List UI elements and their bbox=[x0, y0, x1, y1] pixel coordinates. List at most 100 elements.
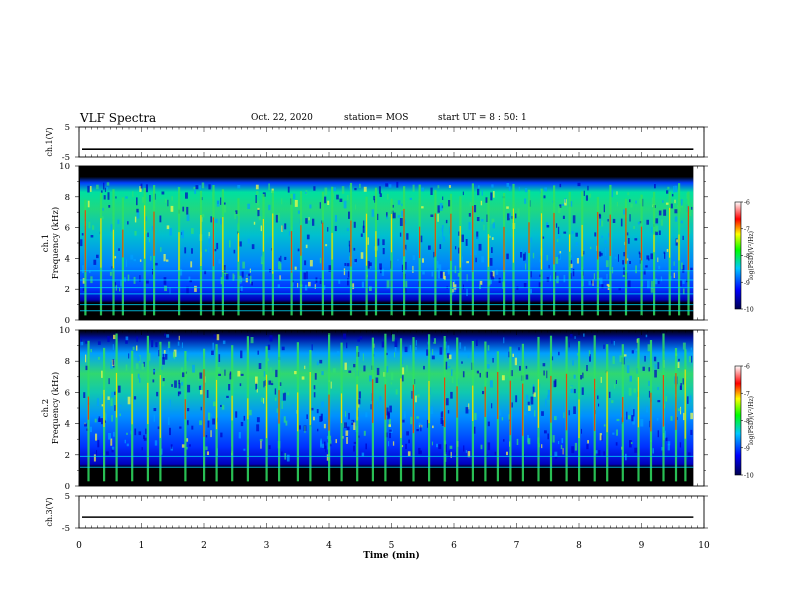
spectrogram-speckle bbox=[616, 429, 618, 436]
spectrogram-speckle bbox=[397, 258, 399, 262]
spectrogram-speckle bbox=[453, 287, 456, 293]
spectrogram-speckle bbox=[561, 203, 565, 206]
spectrogram-speckle bbox=[577, 182, 581, 187]
spectrogram-speckle bbox=[212, 418, 215, 425]
spectrogram-speckle bbox=[375, 377, 379, 383]
spectrogram-speckle bbox=[328, 265, 332, 272]
spectrogram-speckle bbox=[487, 442, 491, 451]
spectrogram-speckle bbox=[389, 405, 392, 413]
spectrogram-speckle bbox=[391, 372, 394, 380]
spectrogram-speckle bbox=[542, 236, 545, 239]
spectrogram-speckle bbox=[168, 341, 171, 349]
spectrogram-speckle bbox=[670, 203, 673, 209]
spectrogram-speckle bbox=[381, 268, 385, 276]
spectrogram-speckle bbox=[539, 188, 541, 194]
spectrogram-speckle bbox=[141, 447, 143, 451]
spectrogram-speckle bbox=[491, 218, 495, 224]
spectrogram-burst-core bbox=[222, 217, 224, 273]
spectrogram-speckle bbox=[256, 417, 260, 423]
spectrogram-speckle bbox=[546, 222, 549, 228]
spectrogram-speckle bbox=[575, 232, 578, 237]
spectrogram-speckle bbox=[404, 261, 407, 270]
spectrogram-speckle bbox=[572, 268, 575, 277]
spectrogram-speckle bbox=[635, 265, 637, 274]
spectrogram-speckle bbox=[412, 265, 414, 273]
x-tick-label: 3 bbox=[264, 541, 270, 551]
spectrogram-speckle bbox=[581, 428, 582, 434]
x-axis-label: Time (min) bbox=[363, 550, 420, 561]
spectrogram-speckle bbox=[490, 192, 493, 201]
colorbar-tick-label: -7 bbox=[744, 391, 750, 398]
spectrogram-speckle bbox=[394, 339, 398, 348]
spectrogram-speckle bbox=[467, 451, 471, 458]
spectrogram-burst-core bbox=[122, 229, 124, 258]
spectrogram-speckle bbox=[598, 251, 602, 257]
spectrogram-speckle bbox=[652, 448, 654, 454]
spectrogram-speckle bbox=[381, 341, 385, 348]
spectrogram-speckle bbox=[333, 187, 336, 191]
spectrogram-speckle bbox=[280, 255, 282, 262]
spectrogram-speckle bbox=[89, 186, 92, 192]
spectrogram-speckle bbox=[319, 257, 322, 264]
spectrogram-speckle bbox=[642, 366, 645, 371]
spectrogram-speckle bbox=[677, 408, 681, 412]
spectrogram-speckle bbox=[206, 390, 209, 398]
spectrogram-speckle bbox=[201, 182, 205, 189]
spectrogram-speckle bbox=[184, 247, 187, 254]
spectrogram-speckle bbox=[353, 247, 356, 251]
spectrogram-burst-core bbox=[678, 234, 680, 261]
spectrogram-speckle bbox=[136, 208, 139, 213]
spectrogram-burst-core bbox=[428, 380, 430, 424]
spectrogram-speckle bbox=[155, 342, 158, 348]
spectrogram-speckle bbox=[268, 183, 270, 191]
spectrogram-speckle bbox=[241, 271, 244, 278]
spectrogram-speckle bbox=[169, 399, 171, 407]
spectrogram-speckle bbox=[597, 450, 601, 456]
spectrogram-burst-core bbox=[328, 394, 330, 431]
spectrogram-speckle bbox=[370, 404, 372, 410]
spectrogram-speckle bbox=[630, 442, 633, 445]
spectrogram-speckle bbox=[639, 259, 641, 264]
spectrogram-speckle bbox=[257, 350, 259, 355]
spectrogram-speckle bbox=[476, 231, 479, 239]
spectrogram-speckle bbox=[314, 373, 317, 380]
spectrogram-speckle bbox=[501, 375, 505, 381]
spectrogram-speckle bbox=[680, 383, 682, 390]
spectrogram-speckle bbox=[240, 373, 244, 376]
spectrogram-speckle bbox=[433, 251, 436, 258]
spectrogram-speckle bbox=[688, 209, 692, 217]
spectrogram-speckle bbox=[633, 409, 635, 417]
spectrogram-speckle bbox=[353, 441, 357, 444]
spectrogram-speckle bbox=[635, 200, 637, 204]
spectrogram-speckle bbox=[491, 184, 494, 188]
spectrogram-speckle bbox=[193, 186, 196, 190]
spectrogram-speckle bbox=[528, 405, 531, 411]
spectrogram-speckle bbox=[211, 350, 214, 355]
spectrogram-speckle bbox=[171, 196, 173, 201]
spectrogram-speckle bbox=[523, 411, 527, 416]
spectrogram-speckle bbox=[283, 416, 286, 423]
spectrogram-speckle bbox=[634, 447, 638, 453]
spectrogram-speckle bbox=[546, 370, 548, 379]
spectrogram-speckle bbox=[587, 185, 589, 191]
spectrogram-speckle bbox=[202, 214, 205, 218]
spectrogram-speckle bbox=[657, 257, 659, 263]
spectrogram-speckle bbox=[136, 345, 138, 351]
spectrogram-speckle bbox=[430, 214, 434, 217]
chart-title: VLF Spectra bbox=[80, 111, 157, 125]
spectrogram-speckle bbox=[303, 272, 306, 280]
spectrogram-speckle bbox=[83, 392, 86, 398]
spectrogram-speckle bbox=[247, 203, 251, 209]
spectrogram-speckle bbox=[532, 386, 535, 395]
spectrogram-speckle bbox=[401, 445, 404, 448]
spectrogram-speckle bbox=[431, 355, 435, 360]
y-axis-label: Frequency (kHz) bbox=[50, 207, 61, 279]
spectrogram-speckle bbox=[141, 196, 145, 203]
spectrogram-speckle bbox=[689, 395, 692, 403]
spectrogram-speckle bbox=[233, 249, 236, 254]
spectrogram-speckle bbox=[268, 204, 271, 211]
spectrogram-speckle bbox=[379, 396, 382, 402]
spectrogram-speckle bbox=[139, 186, 142, 192]
spectrogram-speckle bbox=[194, 285, 197, 292]
spectrogram-speckle bbox=[220, 277, 223, 285]
